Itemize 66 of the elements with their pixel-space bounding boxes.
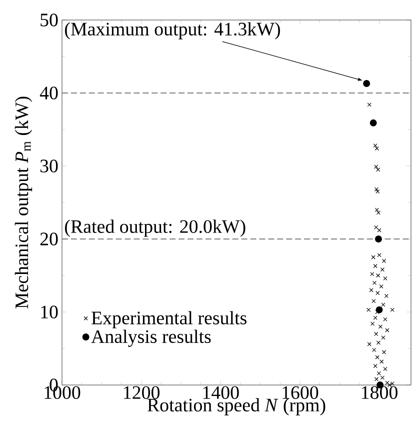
point bbox=[381, 335, 386, 340]
point bbox=[376, 340, 381, 345]
point bbox=[380, 376, 385, 380]
point bbox=[376, 371, 381, 376]
ref-line-label: (Rated output: 20.0kW) bbox=[65, 220, 246, 237]
point bbox=[383, 366, 388, 371]
point bbox=[367, 102, 372, 107]
point bbox=[376, 168, 380, 172]
point bbox=[374, 236, 382, 242]
point bbox=[384, 294, 388, 298]
point bbox=[373, 316, 378, 320]
point bbox=[370, 322, 375, 326]
point bbox=[372, 298, 376, 304]
point bbox=[370, 119, 377, 126]
y-tick-label: 30 bbox=[40, 160, 58, 172]
point bbox=[375, 310, 380, 314]
point bbox=[376, 189, 380, 194]
point bbox=[371, 255, 376, 260]
point bbox=[373, 364, 378, 368]
point bbox=[383, 276, 388, 280]
point bbox=[372, 280, 377, 285]
point bbox=[367, 342, 372, 346]
x-axis-title: Rotation speed N (rpm) bbox=[147, 398, 326, 416]
point bbox=[366, 308, 371, 312]
point bbox=[379, 284, 384, 289]
point bbox=[381, 302, 386, 307]
point bbox=[377, 228, 382, 232]
x-tick-label: 1400 bbox=[203, 386, 239, 399]
x-tick-label: 1200 bbox=[124, 386, 160, 399]
point bbox=[383, 317, 388, 322]
point bbox=[375, 355, 380, 360]
y-tick-label: 40 bbox=[40, 86, 58, 100]
y-tick-label: 20 bbox=[40, 232, 58, 246]
y-tick-label: 50 bbox=[40, 14, 58, 26]
point bbox=[385, 328, 390, 332]
point bbox=[390, 308, 394, 312]
x-tick-label: 1800 bbox=[362, 386, 398, 399]
point bbox=[373, 143, 378, 148]
point bbox=[377, 252, 382, 258]
annotation: (Maximum output: 41.3kW) bbox=[65, 22, 280, 40]
point bbox=[376, 210, 381, 215]
y-axis-title: Mechanical output P$_{m}$ (kW) bbox=[14, 96, 32, 309]
point bbox=[382, 350, 386, 354]
point bbox=[374, 377, 379, 382]
point bbox=[380, 360, 384, 364]
point bbox=[376, 306, 383, 314]
point bbox=[376, 290, 380, 296]
point bbox=[382, 258, 386, 263]
y-tick-label: 10 bbox=[41, 306, 58, 318]
point bbox=[374, 164, 378, 169]
point bbox=[374, 225, 378, 230]
point bbox=[370, 272, 374, 276]
legend-label: Analysis results bbox=[91, 330, 211, 347]
x-tick-label: 1600 bbox=[282, 386, 318, 399]
point bbox=[372, 348, 376, 352]
legend-label: Experimental results bbox=[92, 311, 246, 328]
point bbox=[374, 146, 379, 151]
point bbox=[374, 332, 378, 336]
point bbox=[363, 80, 370, 87]
point bbox=[373, 264, 378, 268]
point bbox=[376, 273, 380, 278]
point bbox=[374, 208, 379, 212]
point bbox=[380, 268, 385, 272]
point bbox=[378, 324, 383, 329]
point bbox=[369, 288, 374, 292]
point bbox=[374, 187, 379, 192]
